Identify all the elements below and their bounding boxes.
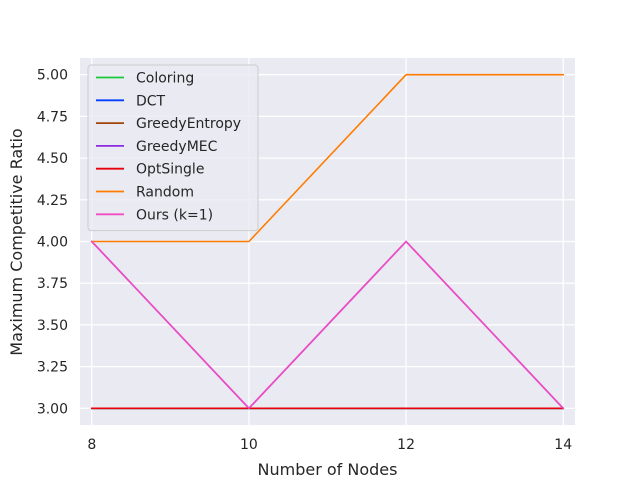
y-tick-label: 5.00	[37, 68, 68, 84]
legend-entry-label: Ours (k=1)	[136, 207, 213, 223]
x-axis-label: Number of Nodes	[258, 460, 398, 479]
legend-box	[87, 64, 259, 232]
legend-entry-label: Random	[136, 185, 194, 201]
legend-entry-label: GreedyEntropy	[136, 116, 241, 132]
y-tick-label: 3.75	[37, 276, 68, 292]
legend: Coloring DCT GreedyEntropy GreedyMEC OptSing…	[87, 64, 259, 232]
y-tick-label: 4.75	[37, 109, 68, 125]
x-tick-label: 10	[240, 437, 258, 453]
series-lines	[90, 73, 565, 410]
legend-entry-label: DCT	[136, 93, 166, 109]
y-tick-label: 3.00	[37, 401, 68, 417]
y-tick-label: 3.25	[37, 360, 68, 376]
y-tick-label: 4.50	[37, 151, 68, 167]
y-tick-label: 4.25	[37, 193, 68, 209]
legend-entry-label: GreedyMEC	[136, 139, 218, 155]
x-tick-label: 8	[87, 437, 96, 453]
y-tick-label: 3.50	[37, 318, 68, 334]
legend-entry-label: Coloring	[136, 71, 194, 87]
y-axis-label: Maximum Competitive Ratio	[7, 128, 26, 355]
tick-labels: 8 10 12 14 3.00 3.25 3.50 3.75 4.00 4.25 4.50 4.75 5…	[37, 68, 572, 453]
x-tick-label: 12	[397, 437, 415, 453]
legend-entry-label: OptSingle	[136, 162, 204, 178]
x-tick-label: 14	[554, 437, 572, 453]
series-line-random	[90, 73, 565, 243]
y-tick-label: 4.00	[37, 235, 68, 251]
series-line-ours-k-1	[90, 240, 565, 410]
